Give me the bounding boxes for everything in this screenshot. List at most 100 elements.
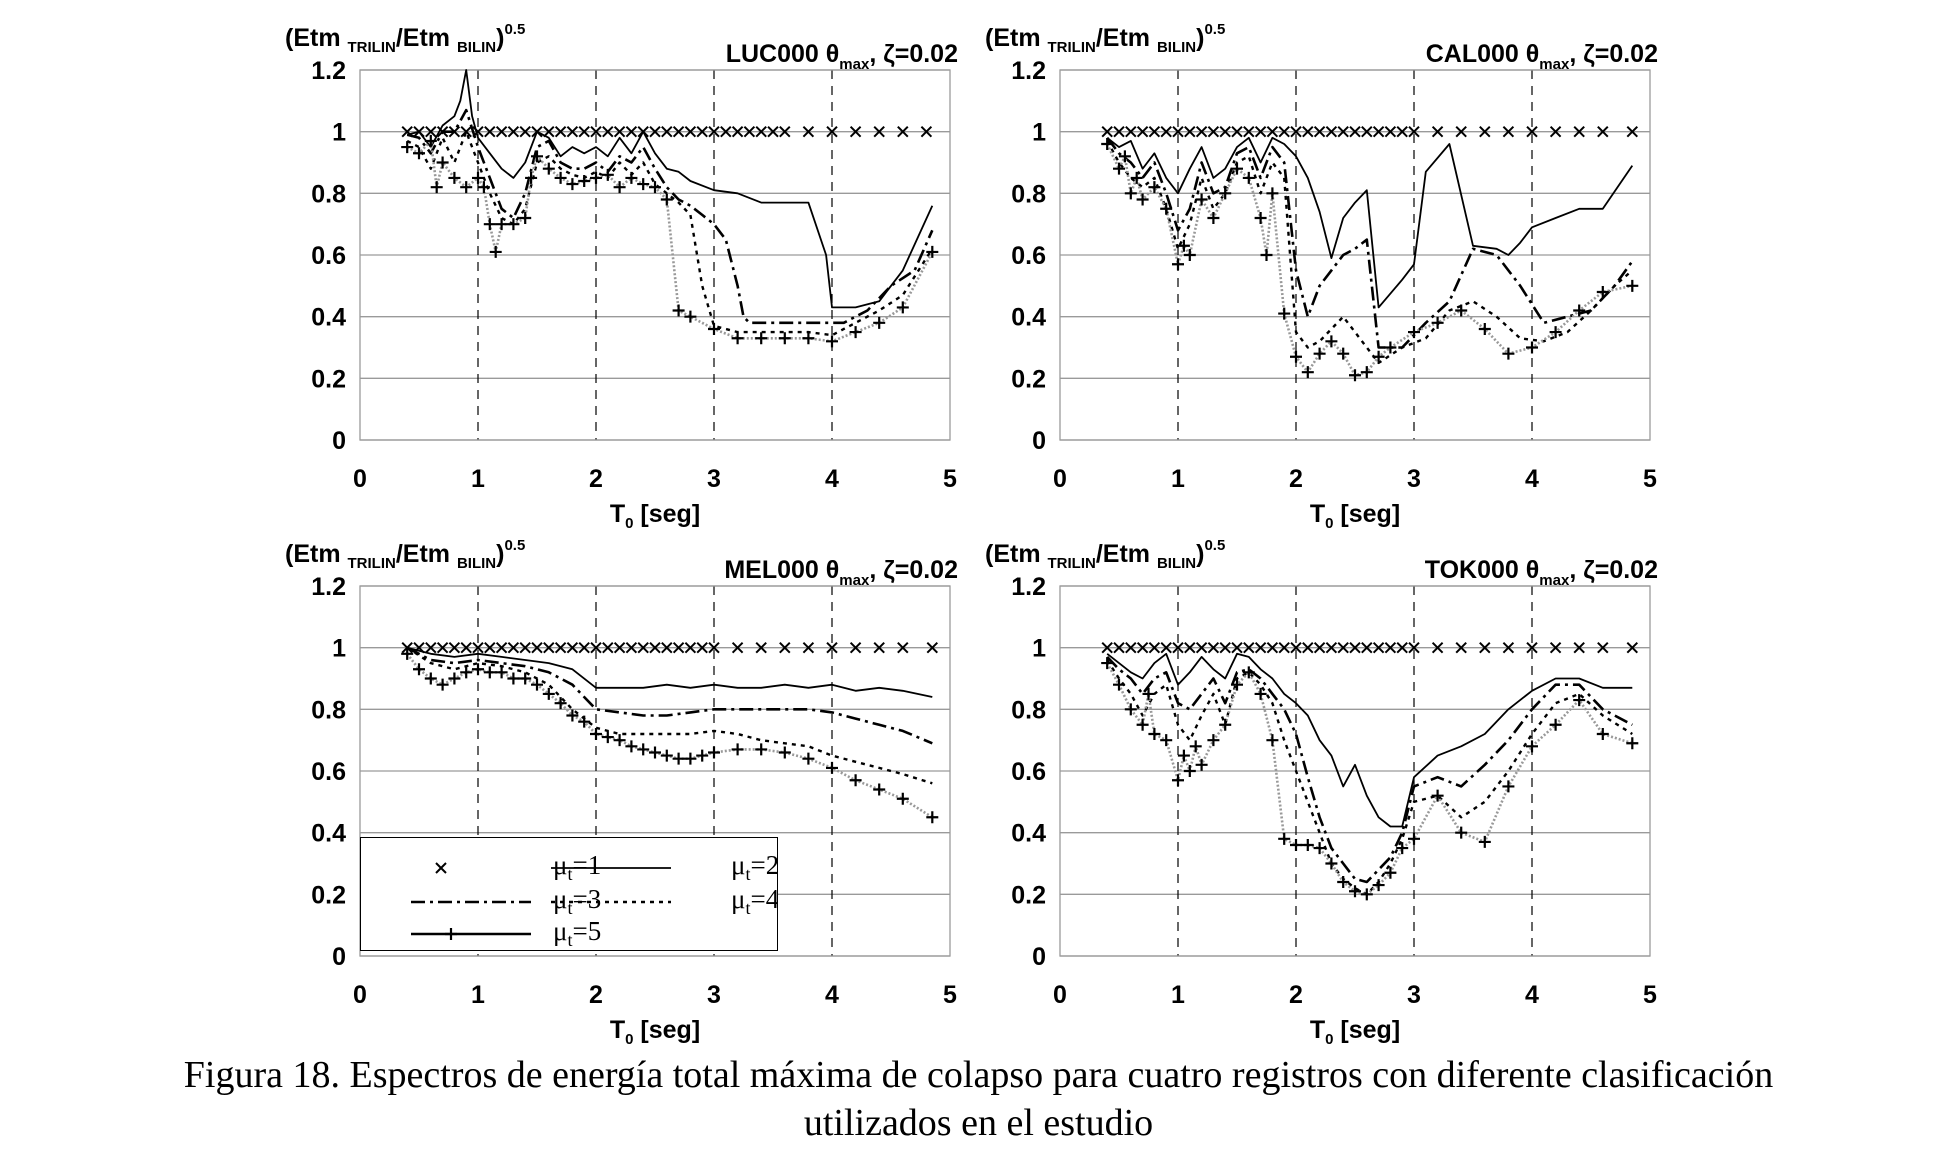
data-point [755,332,768,345]
series-line [406,69,934,309]
data-point [566,178,579,191]
data-point [672,752,685,765]
series-mu-t-3 [1106,137,1634,349]
data-point [1260,249,1273,261]
y-tick-label: 0 [332,943,346,971]
x-tick-label: 2 [589,465,603,493]
data-point [743,125,756,138]
series-mu-t-2 [1106,652,1633,828]
data-point [1573,304,1586,317]
data-point [779,125,791,138]
data-point [731,332,744,345]
legend-marker [445,928,457,940]
x-tick-label: 4 [1525,465,1539,493]
data-point [1479,125,1491,138]
data-point [778,746,791,759]
data-point [1148,181,1161,194]
series-mu-t-1 [401,125,933,138]
data-point [708,641,720,654]
data-point [1231,678,1243,691]
data-point [1526,740,1538,753]
data-point [660,193,673,206]
series-line [1106,140,1634,365]
data-point [897,641,909,654]
chart-svg-cal000: 0 0.2 0.4 0.6 0.8 1 1.2 0 1 2 3 4 5 (Etm TRILIN/Etm B… [985,21,1658,532]
data-point [1337,347,1350,360]
data-point [436,641,449,654]
data-point [542,687,555,700]
series-line [406,653,933,819]
data-point [1325,125,1338,138]
x-tick-label: 2 [589,981,603,1009]
data-point [660,749,673,762]
data-point [1278,125,1290,138]
data-point [1148,728,1161,740]
data-point [1396,641,1408,654]
data-point [849,641,862,654]
data-point [649,746,661,759]
series-mu-t-4 [1106,659,1633,896]
y-tick-label: 0.4 [311,304,346,332]
data-point [1349,641,1361,654]
data-point [1502,641,1515,654]
data-point [684,310,697,323]
data-point [613,734,626,747]
x-tick-label: 4 [825,465,839,493]
data-point [436,156,449,169]
series-mu-t-5 [1101,138,1639,382]
data-point [1113,641,1125,654]
data-point [590,728,602,740]
data-point [1207,212,1220,224]
data-point [602,641,614,654]
data-point [625,740,638,753]
data-point [507,125,520,138]
data-point [1136,125,1149,138]
x-tick-label: 5 [1643,981,1657,1009]
y-tick-label: 0.8 [1011,696,1046,724]
series-mu-t-1 [401,641,939,654]
data-point [413,147,425,160]
data-point [802,125,815,138]
data-point [873,783,886,796]
data-point [1372,641,1385,654]
data-point [1124,703,1137,716]
series-line [1106,652,1633,828]
y-tick-label: 1 [332,119,346,147]
chart-title: TOK000 θmax, ζ=0.02 [1425,556,1658,589]
data-point [1408,832,1420,845]
data-point [1573,641,1585,654]
series-line [406,130,934,337]
data-point [1207,641,1220,654]
data-point [1596,728,1609,740]
data-point [1207,734,1220,747]
data-point [566,709,579,722]
data-point [1219,125,1231,138]
data-point [873,641,885,654]
series-line [1106,136,1634,309]
data-point [1254,125,1267,138]
data-point [1431,316,1444,329]
data-point [1408,641,1420,654]
data-point [826,761,838,774]
data-point [1372,350,1385,363]
data-point [1325,857,1338,870]
data-point [1302,641,1314,654]
data-point [1431,789,1444,802]
data-point [1148,125,1161,138]
data-point [1290,641,1302,654]
data-point [1242,171,1255,184]
data-point [1455,125,1467,138]
data-point [507,641,520,654]
data-point [448,171,461,184]
data-point [1626,125,1639,138]
data-point [1101,138,1114,150]
data-point [1172,258,1184,271]
series-mu-t-4 [406,130,934,337]
data-point [543,125,555,138]
data-point [436,678,449,691]
data-point [484,125,496,138]
data-point [1396,125,1408,138]
legend-entry: μt=4 [551,884,777,918]
data-point [507,218,520,231]
plot-frame [359,69,951,441]
